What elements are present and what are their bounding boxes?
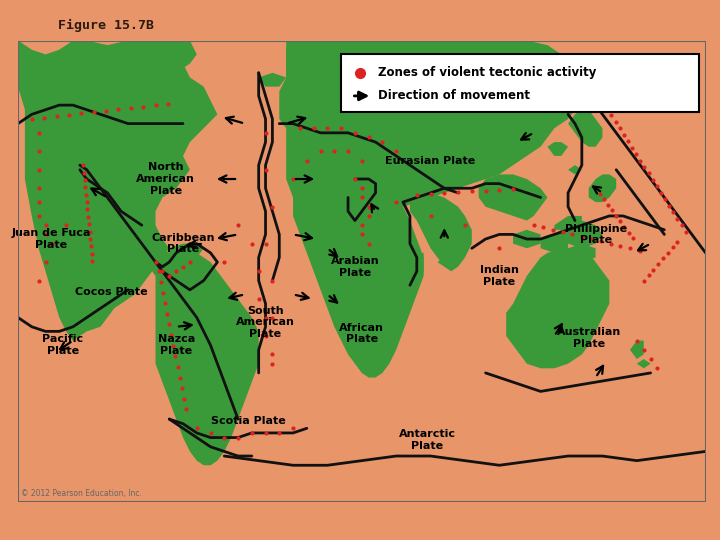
Text: Indian
Plate: Indian Plate [480,265,518,287]
Polygon shape [637,359,651,368]
Polygon shape [258,73,286,86]
Text: Cocos Plate: Cocos Plate [74,287,147,297]
Polygon shape [438,258,451,267]
Polygon shape [568,110,603,147]
Polygon shape [410,193,472,271]
Polygon shape [554,216,582,230]
Text: North
American
Plate: North American Plate [136,163,195,195]
Text: Direction of movement: Direction of movement [377,90,530,103]
Polygon shape [630,341,644,359]
Polygon shape [169,244,204,262]
Text: Scotia Plate: Scotia Plate [211,416,286,427]
Polygon shape [314,40,369,77]
Text: Zones of violent tectonic activity: Zones of violent tectonic activity [377,66,596,79]
Polygon shape [18,40,217,341]
Polygon shape [589,174,616,202]
Text: © 2012 Pearson Education, Inc.: © 2012 Pearson Education, Inc. [22,489,143,497]
Polygon shape [410,253,423,281]
Text: Figure 15.7B: Figure 15.7B [58,19,153,32]
Text: Pacific
Plate: Pacific Plate [42,334,84,356]
Polygon shape [348,179,396,244]
Text: African
Plate: African Plate [339,323,384,345]
Polygon shape [156,248,258,465]
FancyBboxPatch shape [341,55,698,112]
Polygon shape [293,96,307,114]
Polygon shape [547,142,568,156]
Text: Philippine
Plate: Philippine Plate [564,224,626,245]
Polygon shape [568,165,582,174]
Text: Nazca
Plate: Nazca Plate [158,334,195,356]
Polygon shape [513,230,541,248]
Polygon shape [568,244,595,262]
Polygon shape [506,248,609,368]
Polygon shape [554,220,603,248]
Text: South
American
Plate: South American Plate [236,306,295,339]
Polygon shape [279,40,341,142]
Polygon shape [156,40,197,73]
Polygon shape [286,114,423,377]
Text: Antarctic
Plate: Antarctic Plate [399,429,456,451]
Text: Eurasian Plate: Eurasian Plate [385,156,476,166]
Text: Arabian
Plate: Arabian Plate [330,256,379,278]
Polygon shape [479,174,547,220]
Polygon shape [541,234,568,253]
Polygon shape [286,40,589,207]
Text: Caribbean
Plate: Caribbean Plate [151,233,215,254]
Text: Australian
Plate: Australian Plate [557,327,621,349]
Polygon shape [148,248,183,281]
Text: Juan de Fuca
Plate: Juan de Fuca Plate [12,228,91,250]
